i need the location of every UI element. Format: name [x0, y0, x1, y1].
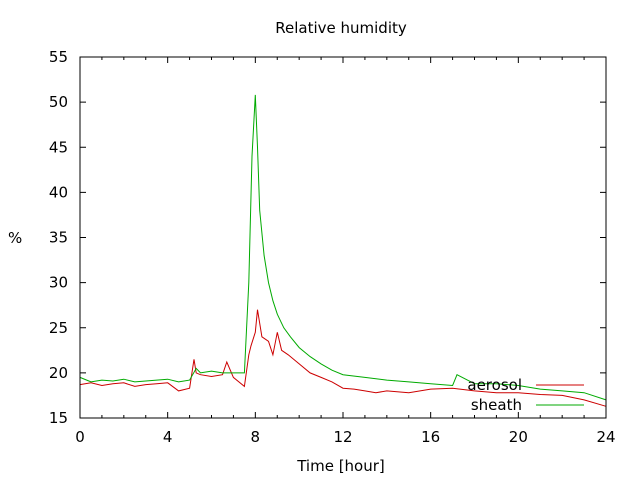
chart-title: Relative humidity	[275, 19, 407, 37]
plot-frame	[79, 56, 607, 419]
y-tick-label: 30	[49, 274, 68, 292]
x-tick-label: 12	[333, 428, 352, 446]
series-layer	[79, 94, 607, 407]
x-tick-label: 16	[421, 428, 440, 446]
y-tick-label: 25	[49, 319, 68, 337]
x-tick-label: 4	[163, 428, 173, 446]
series-line-aerosol	[79, 309, 607, 407]
legend-label-aerosol: aerosol	[467, 376, 522, 394]
y-tick-label: 40	[49, 183, 68, 201]
y-axis-label: %	[8, 229, 22, 247]
y-tick-label: 20	[49, 364, 68, 382]
y-tick-label: 55	[49, 48, 68, 66]
series-line-sheath	[79, 94, 607, 401]
y-tick-label: 15	[49, 409, 68, 427]
y-tick-label: 50	[49, 93, 68, 111]
axis-ticks: 0 4 8 12 16 20 24 15 20 25 30 35 40 45 50 55	[49, 48, 616, 446]
x-axis-label: Time [hour]	[296, 457, 385, 475]
x-tick-label: 0	[75, 428, 85, 446]
x-tick-label: 24	[596, 428, 615, 446]
y-tick-label: 35	[49, 229, 68, 247]
legend-label-sheath: sheath	[471, 396, 522, 414]
x-tick-label: 8	[251, 428, 261, 446]
y-tick-label: 45	[49, 138, 68, 156]
x-tick-label: 20	[509, 428, 528, 446]
legend: aerosol sheath	[467, 376, 584, 414]
